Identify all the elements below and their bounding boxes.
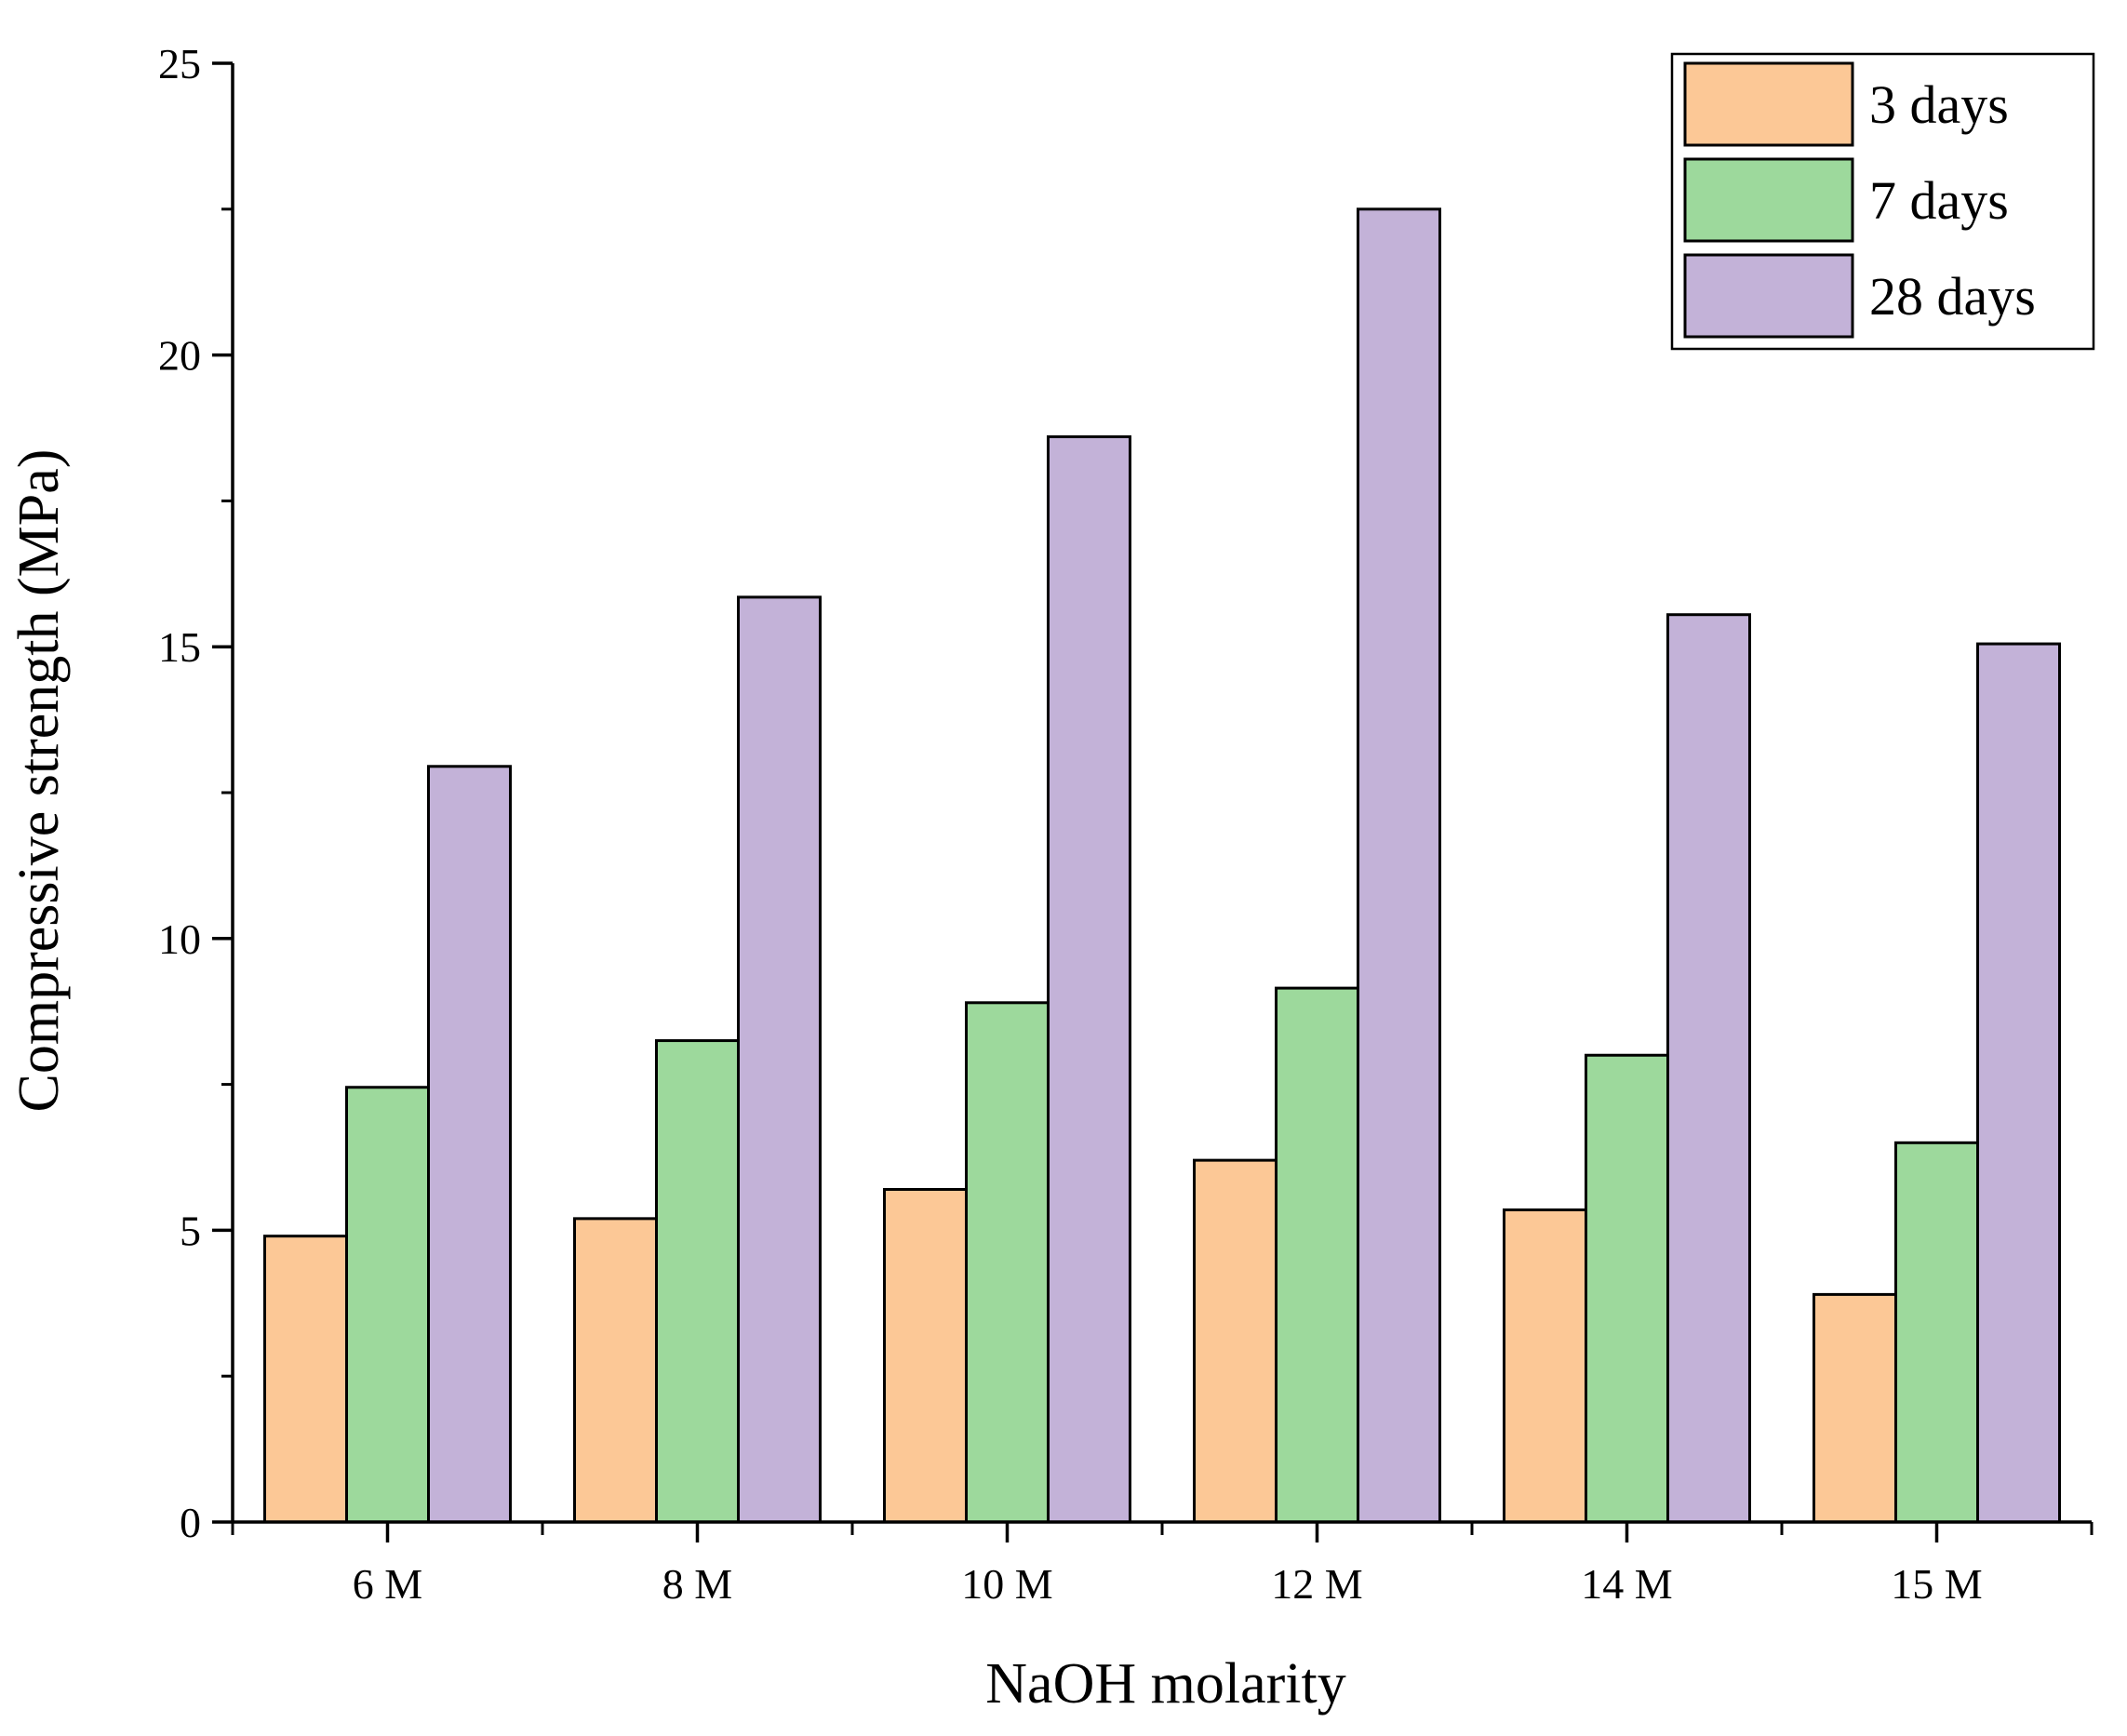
bar-7-days-8-M [655, 1039, 740, 1524]
y-tick-label: 25 [158, 40, 201, 87]
x-tick-label: 12 M [1271, 1560, 1362, 1608]
x-tick-label: 6 M [353, 1560, 422, 1608]
bar-7-days-12-M [1275, 986, 1359, 1524]
legend-label-28-days: 28 days [1869, 266, 2036, 327]
bar-28-days-6-M [427, 765, 512, 1524]
y-tick-label: 0 [180, 1499, 201, 1546]
legend-swatch-3-days [1683, 61, 1854, 147]
bar-3-days-15-M [1813, 1292, 1897, 1524]
legend: 3 days 7 days 28 days [1670, 52, 2095, 351]
bar-28-days-8-M [737, 595, 822, 1524]
bar-28-days-15-M [1976, 642, 2061, 1524]
ticks-layer: 0 5 10 15 20 25 6 M 8 M 10 M 12 M 14 M 15 M [158, 40, 2094, 1608]
legend-swatch-28-days [1683, 253, 1854, 339]
x-axis-title: NaOH molarity [985, 1652, 1345, 1716]
x-tick-label: 15 M [1891, 1560, 1982, 1608]
bar-3-days-8-M [573, 1217, 658, 1524]
bar-3-days-10-M [883, 1187, 968, 1524]
x-tick-label: 8 M [662, 1560, 732, 1608]
bars-layer [263, 207, 2061, 1524]
bar-7-days-15-M [1894, 1141, 1979, 1524]
legend-label-7-days: 7 days [1869, 170, 2009, 231]
x-tick-label: 10 M [961, 1560, 1052, 1608]
x-tick-label: 14 M [1581, 1560, 1672, 1608]
legend-label-3-days: 3 days [1869, 74, 2009, 135]
bar-28-days-14-M [1666, 613, 1751, 1524]
bar-3-days-12-M [1193, 1158, 1278, 1524]
y-tick-label: 15 [158, 623, 201, 671]
bar-3-days-6-M [263, 1235, 348, 1524]
bar-28-days-12-M [1357, 207, 1441, 1524]
y-tick-label: 10 [158, 915, 201, 963]
legend-swatch-7-days [1683, 157, 1854, 243]
bar-3-days-14-M [1503, 1208, 1587, 1524]
y-axis-title: Compressive strength (MPa) [7, 449, 71, 1113]
bar-7-days-6-M [345, 1086, 430, 1524]
bar-7-days-10-M [965, 1001, 1050, 1524]
bar-7-days-14-M [1585, 1053, 1669, 1524]
y-tick-label: 5 [180, 1207, 201, 1254]
bar-28-days-10-M [1047, 434, 1131, 1524]
y-tick-label: 20 [158, 332, 201, 380]
